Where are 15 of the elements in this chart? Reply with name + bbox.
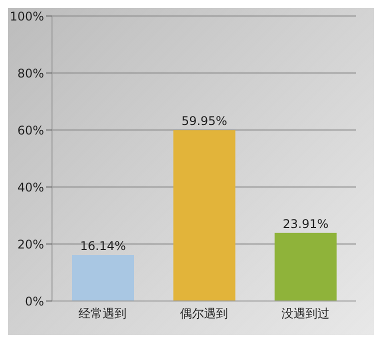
y-tick-label: 60% (17, 123, 44, 138)
y-tick-label: 0% (24, 294, 44, 308)
x-tick-label: 没遇到过 (281, 306, 330, 321)
bar (274, 232, 337, 301)
data-label: 16.14% (80, 239, 126, 253)
bar (72, 255, 134, 301)
data-label: 59.95% (181, 114, 228, 128)
y-tick-label: 100% (10, 9, 44, 24)
y-tick-label: 40% (17, 180, 44, 194)
bar (173, 130, 236, 301)
y-tick-label: 80% (17, 66, 44, 80)
y-tick-label: 20% (17, 237, 44, 252)
x-tick-label: 经常遇到 (78, 306, 127, 321)
data-label: 23.91% (282, 216, 329, 231)
x-tick-label: 偶尔遇到 (180, 306, 228, 321)
